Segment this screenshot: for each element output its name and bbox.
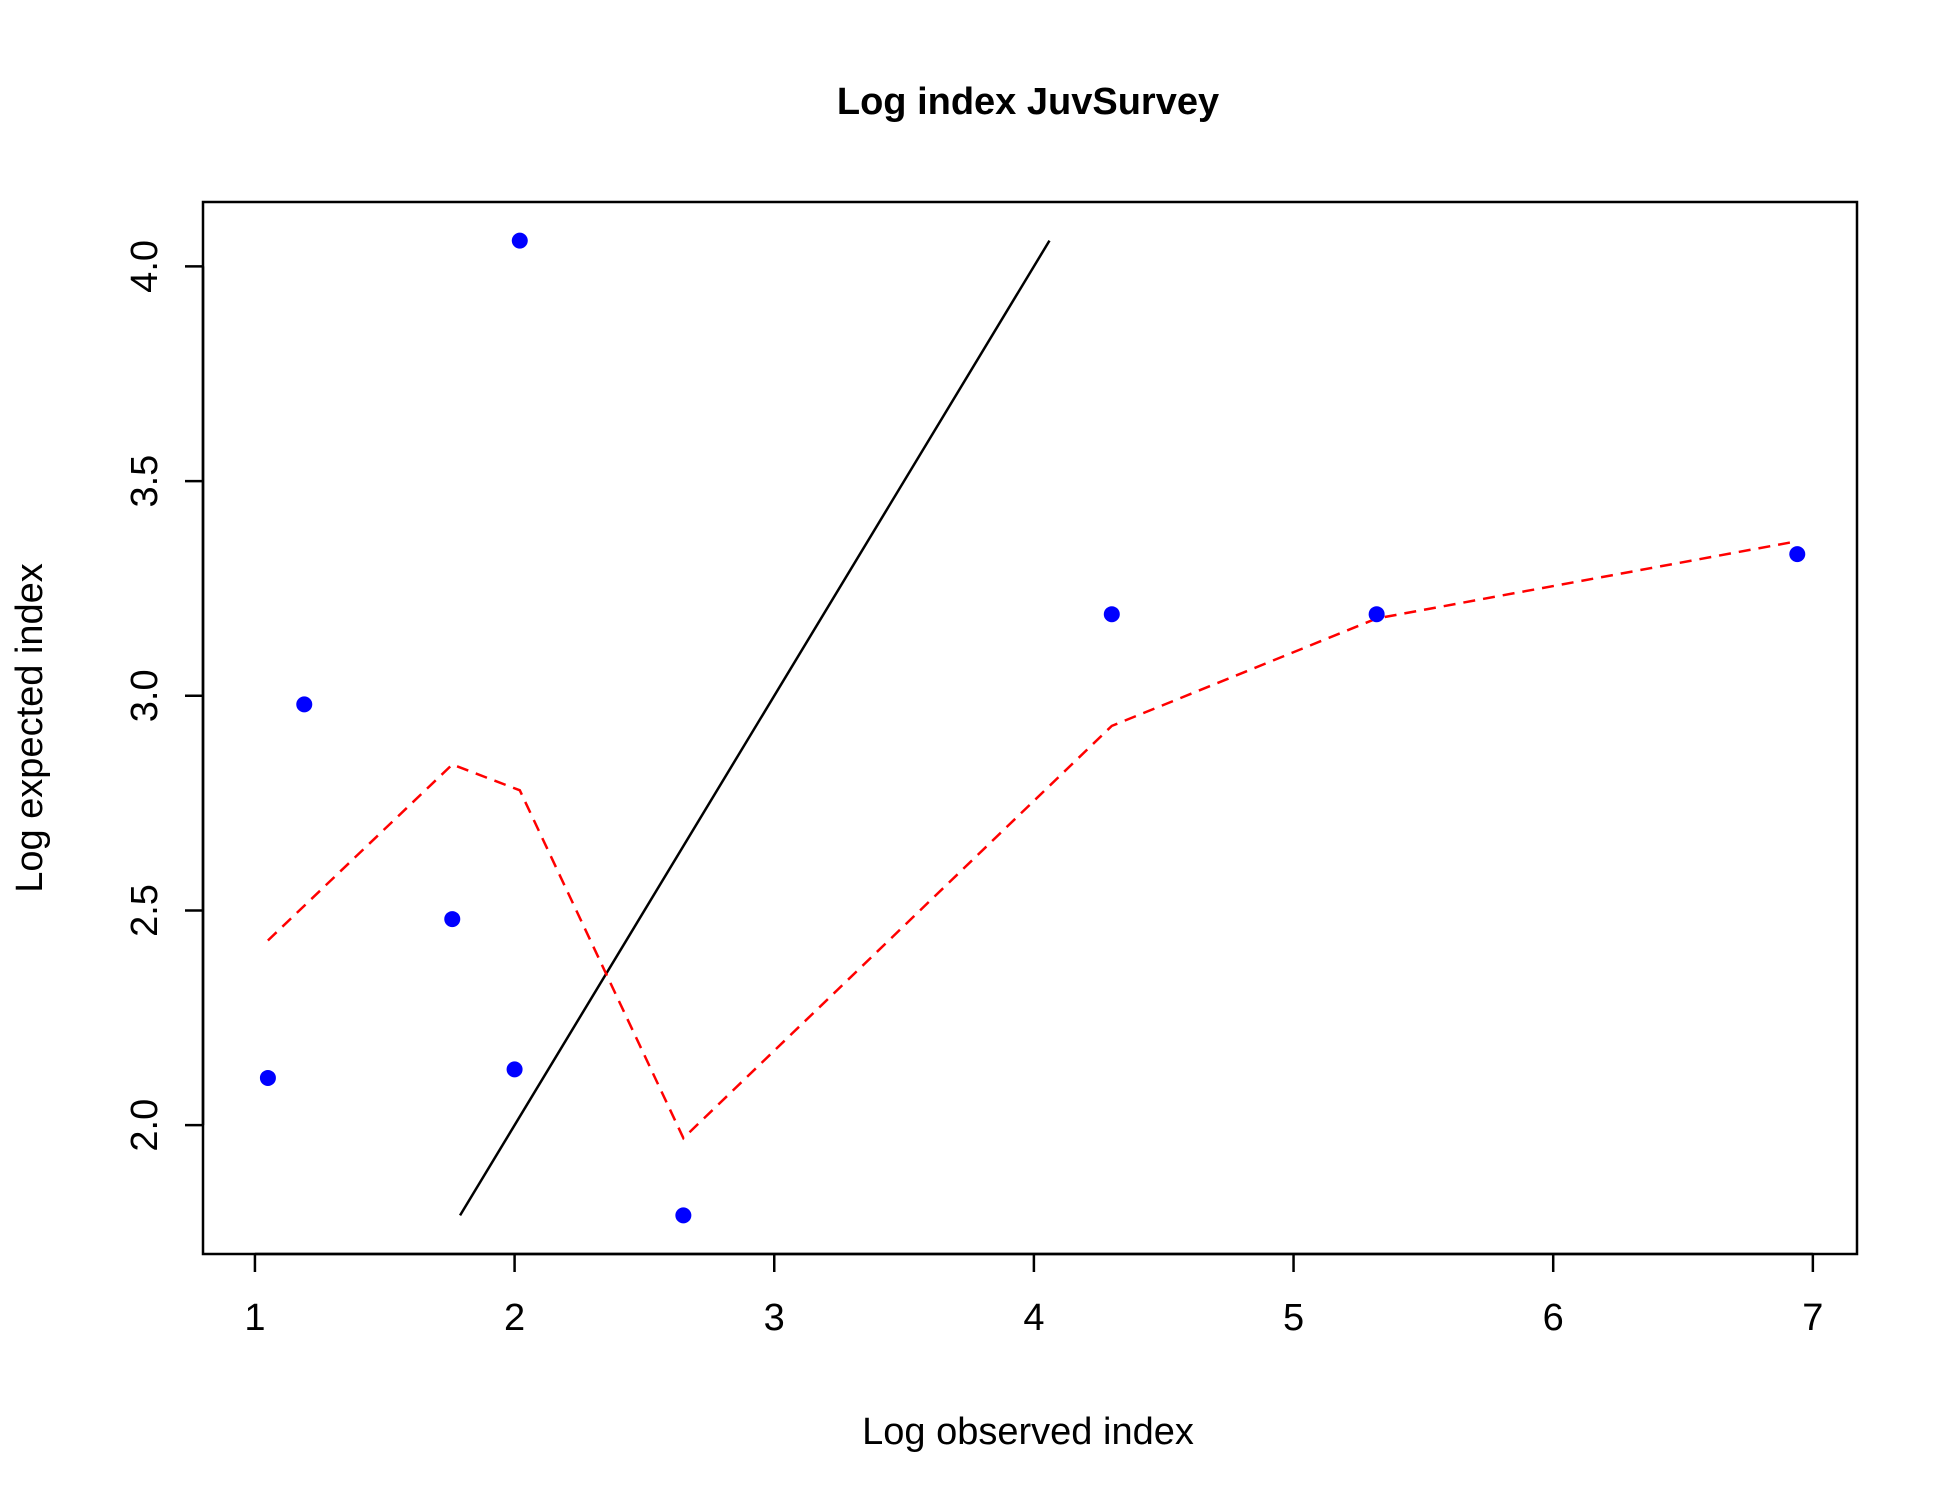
data-point (259, 1069, 276, 1086)
data-point (1368, 606, 1385, 623)
x-tick-label: 5 (1283, 1297, 1304, 1339)
data-point (506, 1061, 523, 1078)
y-axis-label: Log expected index (9, 563, 51, 893)
x-axis: 1 2 3 4 5 6 7 (244, 1252, 1823, 1339)
data-point (511, 232, 528, 249)
y-tick-label: 3.5 (124, 455, 166, 508)
y-tick-label: 3.0 (124, 669, 166, 722)
x-tick-label: 2 (504, 1297, 525, 1339)
x-axis-label: Log observed index (862, 1411, 1194, 1453)
y-axis: 2.0 2.5 3.0 3.5 4.0 (124, 240, 205, 1152)
plot-frame (201, 200, 1859, 1256)
x-tick-label: 3 (764, 1297, 785, 1339)
y-tick-label: 2.0 (124, 1099, 166, 1152)
x-tick-label: 7 (1802, 1297, 1823, 1339)
y-tick-label: 4.0 (124, 240, 166, 293)
y-tick-label: 2.5 (124, 884, 166, 937)
x-tick-label: 1 (244, 1297, 265, 1339)
smooth-line (267, 539, 1798, 1141)
data-point (675, 1207, 692, 1224)
identity-line (458, 239, 1051, 1217)
x-tick-label: 4 (1023, 1297, 1044, 1339)
data-point (1103, 606, 1120, 623)
data-point (296, 696, 313, 713)
data-point (1789, 546, 1806, 563)
chart-title: Log index JuvSurvey (837, 81, 1219, 123)
plot-area (259, 232, 1806, 1224)
x-tick-label: 6 (1543, 1297, 1564, 1339)
data-point (444, 911, 461, 928)
